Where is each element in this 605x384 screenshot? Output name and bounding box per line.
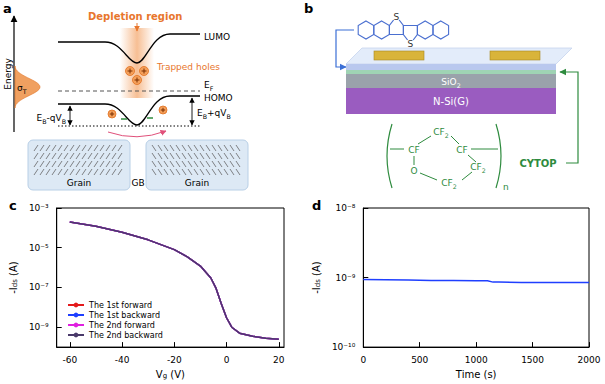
svg-text:0: 0: [224, 355, 230, 365]
svg-text:Trapped holes: Trapped holes: [156, 62, 220, 72]
svg-text:O: O: [410, 166, 417, 176]
svg-text:LUMO: LUMO: [204, 32, 230, 42]
svg-text:10⁻⁹: 10⁻⁹: [336, 273, 356, 283]
svg-text:10⁻⁹: 10⁻⁹: [29, 322, 49, 332]
svg-text:The 1st forward: The 1st forward: [88, 301, 152, 310]
svg-text:The 2nd backward: The 2nd backward: [88, 331, 163, 340]
svg-text:The 2nd forward: The 2nd forward: [88, 321, 155, 330]
svg-text:10⁻⁸: 10⁻⁸: [336, 203, 356, 213]
svg-text:HOMO: HOMO: [204, 93, 233, 103]
svg-text:The 1st backward: The 1st backward: [88, 311, 160, 320]
svg-text:20: 20: [273, 355, 285, 365]
svg-text:CF2: CF2: [441, 178, 456, 190]
svg-text:-40: -40: [115, 355, 130, 365]
svg-text:-60: -60: [62, 355, 77, 365]
svg-text:b: b: [304, 1, 313, 16]
svg-text:Energy: Energy: [3, 58, 13, 90]
svg-text:0: 0: [360, 355, 366, 365]
svg-text:EB+qVB: EB+qVB: [197, 108, 231, 120]
svg-text:σT: σT: [17, 83, 27, 95]
svg-text:SiO2: SiO2: [441, 77, 460, 89]
svg-text:S: S: [394, 12, 400, 22]
svg-text:(A): (A): [311, 261, 322, 279]
svg-text:S: S: [408, 39, 414, 49]
svg-text:c: c: [9, 198, 17, 213]
svg-text:a: a: [3, 1, 12, 16]
svg-text:10⁻¹⁰: 10⁻¹⁰: [332, 342, 356, 352]
svg-text:Grain: Grain: [67, 178, 91, 188]
svg-text:10⁻⁵: 10⁻⁵: [29, 243, 49, 253]
svg-text:ds: ds: [10, 279, 19, 288]
svg-text:CF2: CF2: [470, 162, 485, 174]
svg-text:GB: GB: [131, 178, 144, 188]
svg-text:-I: -I: [7, 287, 19, 294]
svg-text:1000: 1000: [465, 355, 488, 365]
svg-text:CYTOP: CYTOP: [519, 158, 556, 169]
svg-text:Time (s): Time (s): [455, 369, 497, 380]
html-text:Vg: Vg: [155, 368, 168, 380]
svg-text:CF: CF: [408, 145, 419, 155]
svg-text:(A): (A): [8, 261, 19, 279]
svg-text:1500: 1500: [521, 355, 544, 365]
svg-text:d: d: [312, 198, 321, 213]
svg-text:Depletion region: Depletion region: [88, 11, 182, 22]
svg-text:2000: 2000: [578, 355, 601, 365]
svg-text:CF2: CF2: [433, 127, 448, 139]
svg-text:n: n: [503, 182, 509, 192]
svg-text:500: 500: [411, 355, 428, 365]
svg-text:CF: CF: [456, 145, 467, 155]
svg-text:N-Si(G): N-Si(G): [433, 96, 469, 107]
svg-text:ds: ds: [313, 279, 322, 288]
svg-text:Grain: Grain: [185, 178, 209, 188]
svg-text:EB-qVB: EB-qVB: [37, 113, 66, 125]
svg-text:-20: -20: [167, 355, 182, 365]
svg-text:10⁻³: 10⁻³: [29, 203, 49, 213]
svg-text:EF: EF: [204, 80, 214, 92]
svg-text:-I: -I: [310, 287, 322, 294]
svg-text:10⁻⁷: 10⁻⁷: [29, 282, 49, 292]
svg-text:(V): (V): [167, 369, 185, 380]
